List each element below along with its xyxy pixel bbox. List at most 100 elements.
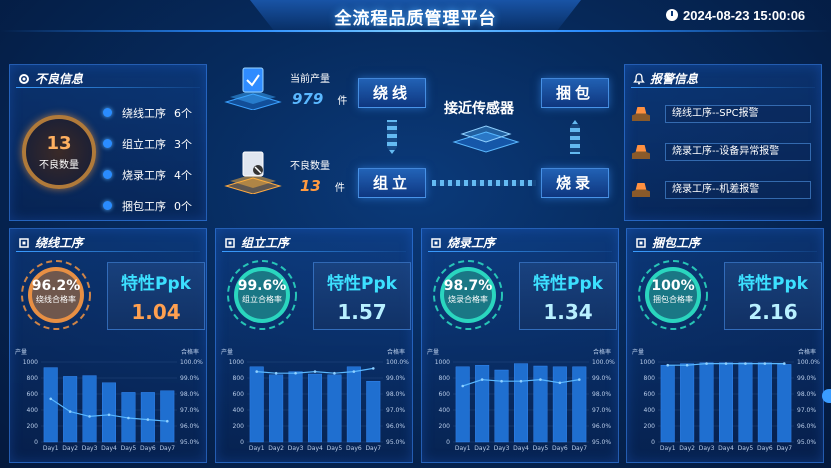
chart-svg: 产量 合格率 0 200 400 600 800 1000 95.0% 96.0% 97.0% 98.… [632,348,820,452]
chart-bar [699,362,714,443]
process-panel-divider [633,251,817,252]
chart-bar [269,374,284,443]
pass-rate-value: 99.6% [237,278,287,294]
ppk-title: 特性Ppk [121,274,191,294]
alarm-item[interactable]: 烧录工序--机差报警 [665,181,811,199]
dot-icon [103,139,112,148]
defect-panel-divider [16,87,200,88]
alarm-light-icon [632,107,650,121]
chart-bar [101,382,116,443]
package-icon [636,238,646,248]
y2-tick-label: 96.0% [592,423,611,430]
dot-icon [103,170,112,179]
header-title-bar [250,0,581,34]
bell-icon [633,73,645,85]
x-tick-label: Day2 [679,445,695,452]
x-tick-label: Day1 [249,445,265,452]
process-panel-divider [222,251,406,252]
x-tick-label: Day7 [365,445,381,452]
y2-tick-label: 96.0% [797,423,816,430]
pass-rate-value: 100% [651,278,695,294]
y-tick-label: 400 [27,407,39,414]
chart-bar [757,362,772,443]
rate-point [461,384,465,388]
x-tick-label: Day5 [738,445,754,452]
y2-tick-label: 100.0% [592,359,615,366]
output-value: 979 [292,90,324,108]
rate-point [313,370,317,373]
x-tick-label: Day7 [159,445,175,452]
process-panel-divider [428,251,612,252]
x-tick-label: Day5 [121,445,137,452]
pass-rate-ring-graphic [638,260,708,330]
header-divider [0,30,831,32]
x-tick-label: Day5 [533,445,549,452]
step-button-winding[interactable]: 绕线 [358,78,426,108]
y2-tick-label: 97.0% [797,407,816,414]
ppk-card: 特性Ppk 1.57 [313,262,411,330]
rate-point [49,397,53,401]
x-tick-label: Day7 [571,445,587,452]
step-button-packing[interactable]: 捆包 [541,78,609,108]
y-tick-label: 1000 [23,359,38,366]
defect-item-value: 0个 [174,199,192,213]
process-chart: 产量 合格率 0 200 400 600 800 1000 95.0% 96.0% 97.0% 98.… [217,345,411,461]
datetime-text: 2024-08-23 15:00:06 [683,8,806,23]
y-tick-label: 800 [233,375,245,382]
y2-tick-label: 99.0% [180,375,199,382]
list-item: 烧录工序 4个 [103,159,203,190]
chart-bar [43,367,58,443]
chart-bar [366,381,381,443]
y-axis-title: 产量 [221,348,233,356]
y-tick-label: 800 [644,375,656,382]
process-title-text: 烧录工序 [447,236,496,250]
alarm-item[interactable]: 绕线工序--SPC报警 [665,105,811,123]
chart-svg: 产量 合格率 0 200 400 600 800 1000 95.0% 96.0% 97.0% 98.… [221,348,409,452]
alarm-item[interactable]: 烧录工序--设备异常报警 [665,143,811,161]
y2-tick-label: 100.0% [797,359,820,366]
defect-platform-icon [224,151,282,194]
gear-icon [19,74,29,84]
y-tick-label: 600 [27,391,39,398]
chart-bar [777,364,792,443]
process-panel-title: 烧录工序 [430,234,495,251]
chart-bar [572,366,587,443]
process-panel-divider [16,251,200,252]
chart-bar [680,363,695,443]
step-button-assembly[interactable]: 组立 [358,168,426,198]
alarm-light-icon [632,183,650,197]
chart-bar [475,365,490,443]
rate-point [558,381,562,385]
y2-tick-label: 95.0% [180,439,199,446]
x-tick-label: Day6 [552,445,568,452]
pass-rate-ring: 99.6% 组立合格率 [225,258,299,332]
x-tick-label: Day4 [718,445,734,452]
chart-svg: 产量 合格率 0 200 400 600 800 1000 95.0% 96.0% 97.0% 98.… [15,348,203,452]
rate-point [744,362,747,365]
pass-rate-ring-graphic [433,260,503,330]
x-tick-label: Day6 [346,445,362,452]
y2-axis-title: 合格率 [798,348,816,356]
side-scroll-handle[interactable] [822,389,831,403]
rate-point [763,362,767,365]
y-tick-label: 0 [651,439,655,446]
defect-total-circle: 13 不良数量 [22,115,96,189]
process-title-text: 组立工序 [241,236,290,250]
x-tick-label: Day2 [62,445,78,452]
step-button-burning[interactable]: 烧录 [541,168,609,198]
y-axis-title: 产量 [427,348,439,356]
y-tick-label: 400 [439,407,451,414]
broom-icon [19,238,29,248]
rate-point [519,379,523,383]
x-tick-label: Day6 [140,445,156,452]
rate-point [274,371,278,375]
rate-point [127,416,130,420]
y2-tick-label: 98.0% [386,391,405,398]
pass-rate-label: 捆包合格率 [653,295,693,304]
rate-point [480,378,484,381]
rate-point [107,413,111,417]
alarm-light-icon [632,145,650,159]
y2-tick-label: 97.0% [180,407,199,414]
chart-bar [327,374,342,443]
y-tick-label: 200 [27,423,39,430]
